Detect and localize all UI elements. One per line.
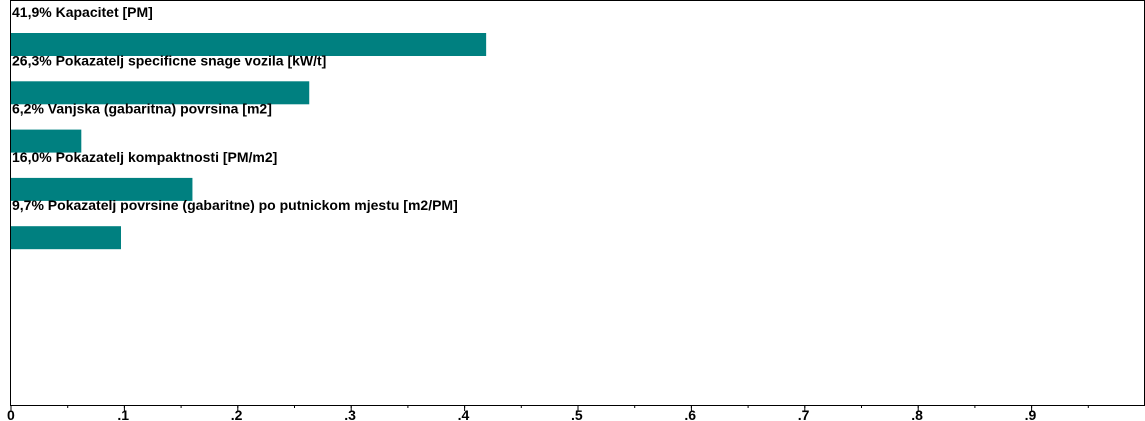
bar <box>11 81 310 105</box>
bar-label: 16,0% Pokazatelj kompaktnosti [PM/m2] <box>12 149 277 165</box>
x-tick-label: .9 <box>1025 407 1037 421</box>
x-tick-label: 0 <box>7 407 15 421</box>
x-tick-label: .6 <box>684 407 696 421</box>
x-tick-label: .2 <box>231 407 243 421</box>
x-axis: 0 .1 .2 .3 .4 .5 .6 .7 .8 .9 <box>7 405 1089 421</box>
bar <box>11 226 121 250</box>
bar <box>11 33 487 56</box>
x-tick-label: .5 <box>571 407 583 421</box>
x-tick-label: .8 <box>911 407 923 421</box>
bar-label: 9,7% Pokazatelj povrsine (gabaritne) po … <box>12 197 458 213</box>
x-tick-label: .7 <box>798 407 810 421</box>
x-tick-label: .3 <box>344 407 356 421</box>
plot-frame <box>10 0 1145 406</box>
bar <box>11 177 193 201</box>
x-tick-label: .1 <box>117 407 129 421</box>
bars: 41,9% Kapacitet [PM] 26,3% Pokazatelj spe… <box>11 4 487 250</box>
bar <box>11 129 82 153</box>
x-tick-label: .4 <box>458 407 470 421</box>
bar-label: 26,3% Pokazatelj specificne snage vozila… <box>12 52 326 68</box>
bar-label: 6,2% Vanjska (gabaritna) povrsina [m2] <box>12 101 272 117</box>
bar-label: 41,9% Kapacitet [PM] <box>12 4 153 20</box>
